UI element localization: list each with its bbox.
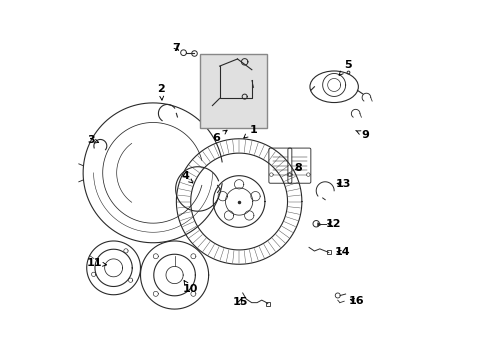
FancyBboxPatch shape bbox=[200, 54, 267, 129]
Text: 8: 8 bbox=[294, 163, 302, 173]
Text: 7: 7 bbox=[172, 43, 180, 53]
Text: 5: 5 bbox=[339, 60, 351, 75]
Text: 12: 12 bbox=[325, 219, 341, 229]
Text: 6: 6 bbox=[212, 130, 226, 143]
Text: 16: 16 bbox=[348, 296, 364, 306]
Text: 3: 3 bbox=[87, 135, 99, 145]
Text: 9: 9 bbox=[355, 130, 368, 140]
Text: 15: 15 bbox=[232, 297, 247, 307]
Text: 11: 11 bbox=[87, 258, 106, 268]
Text: 10: 10 bbox=[182, 280, 197, 294]
Text: 13: 13 bbox=[335, 179, 350, 189]
Text: 2: 2 bbox=[157, 84, 165, 100]
Text: 4: 4 bbox=[181, 171, 192, 183]
Text: 1: 1 bbox=[244, 125, 257, 138]
Text: 14: 14 bbox=[333, 247, 349, 257]
